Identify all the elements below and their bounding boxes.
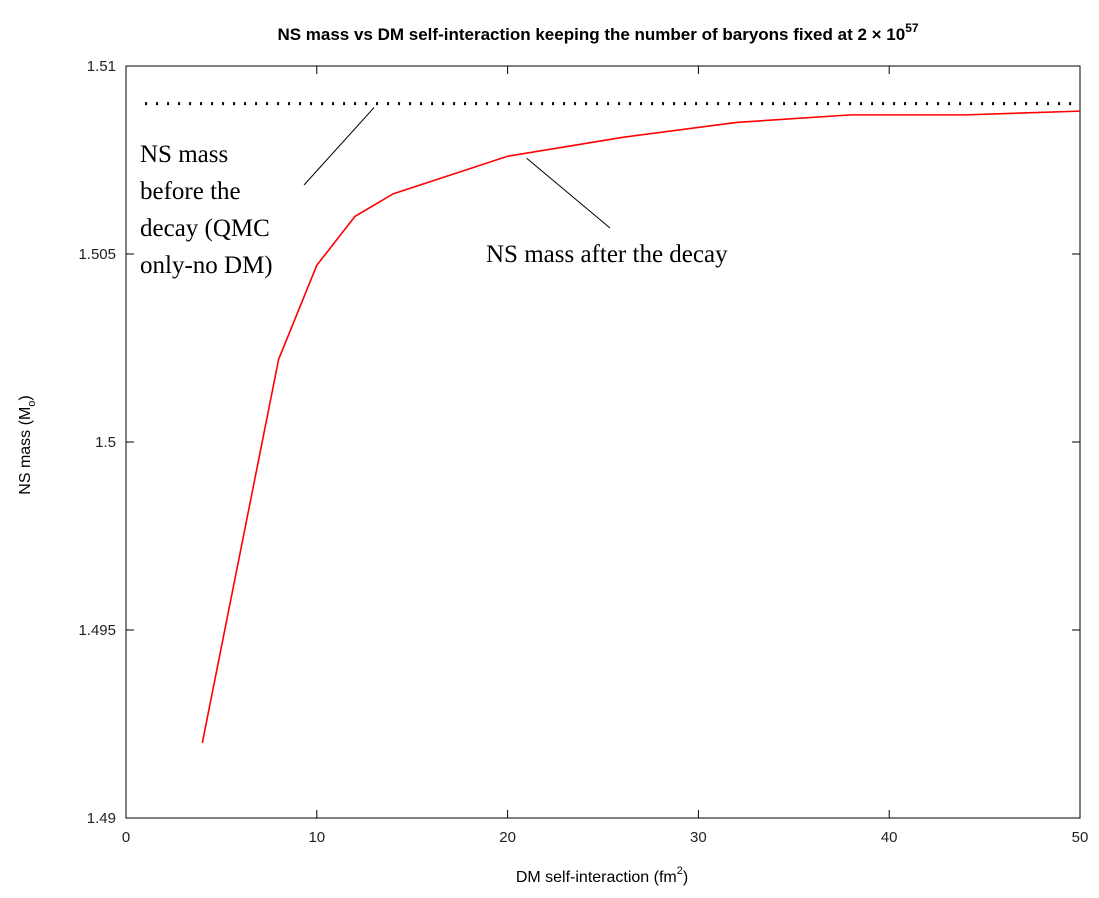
annotation-after-decay-text: NS mass after the decay — [486, 241, 728, 268]
y-axis-label-sub: o — [26, 401, 38, 407]
annotation-before-decay-text: NS mass before the decay (QMC only-no DM… — [140, 141, 276, 279]
annotation-before-arrow — [303, 107, 375, 186]
series-after-decay-line — [201, 110, 1081, 743]
x-tick-label: 10 — [308, 829, 325, 846]
annotation-before-line-3: decay (QMC — [140, 215, 270, 242]
y-axis-label: NS mass (Mo) — [17, 395, 38, 494]
x-axis-label: DM self-interaction (fm2) — [516, 865, 688, 886]
chart-title-exponent: 57 — [905, 21, 919, 35]
x-tick-label: 40 — [881, 829, 898, 846]
x-tick-label: 50 — [1072, 829, 1089, 846]
annotation-before-line-1: NS mass — [140, 141, 228, 168]
annotation-before-line-2: before the — [140, 178, 241, 205]
chart-title-main: NS mass vs DM self-interaction keeping t… — [277, 25, 905, 44]
y-tick-label: 1.51 — [87, 58, 116, 75]
y-axis-label-end: ) — [17, 395, 34, 400]
y-tick-label: 1.505 — [78, 246, 116, 263]
x-tick-label: 30 — [690, 829, 707, 846]
x-axis-label-sup: 2 — [677, 865, 683, 877]
y-tick-label: 1.5 — [95, 434, 116, 451]
y-axis-label-main: NS mass (M — [17, 407, 34, 495]
data-series — [145, 102, 1081, 743]
x-tick-label: 0 — [122, 829, 130, 846]
plot-frame — [125, 65, 1081, 819]
x-tick-label: 20 — [499, 829, 516, 846]
y-tick-label: 1.495 — [78, 622, 116, 639]
axis-ticks: 0 10 20 30 40 50 1.49 1.495 1.5 1.505 1.51 — [78, 58, 1088, 846]
x-axis-label-main: DM self-interaction (fm — [516, 869, 677, 886]
annotation-after-arrow — [526, 157, 611, 229]
y-tick-label: 1.49 — [87, 810, 116, 827]
x-axis-label-end: ) — [683, 869, 688, 886]
annotation-after-decay: NS mass after the decay — [486, 157, 728, 268]
chart-title: NS mass vs DM self-interaction keeping t… — [277, 21, 918, 44]
annotation-before-decay: NS mass before the decay (QMC only-no DM… — [140, 107, 375, 279]
annotation-before-line-4: only-no DM) — [140, 252, 273, 279]
